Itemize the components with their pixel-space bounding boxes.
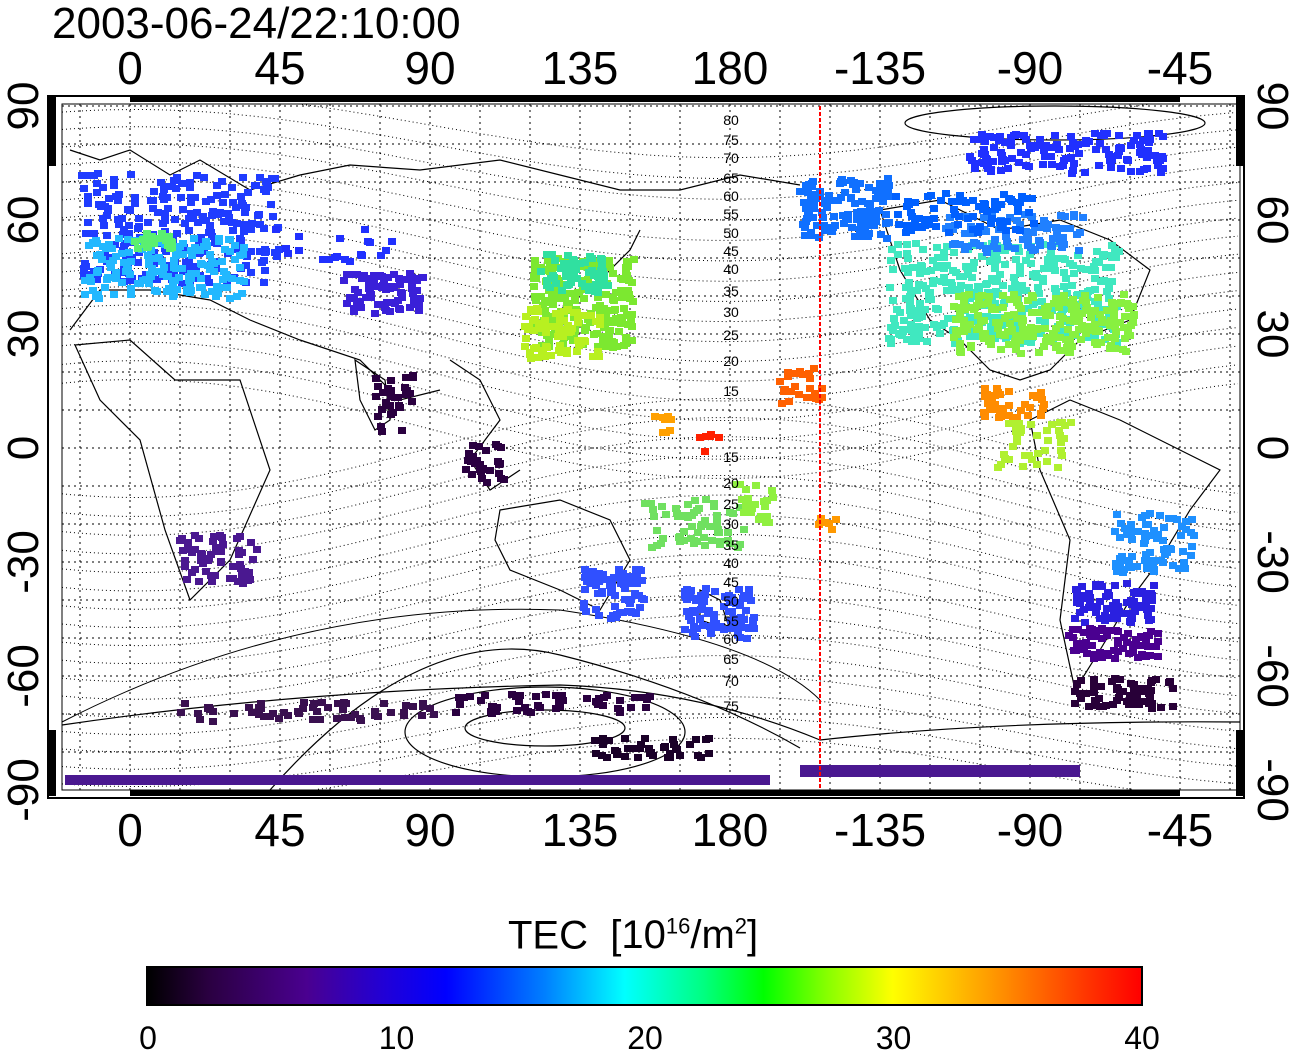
tec-map: 80 75 70 65 60 55 50 45 40 35 30 25 20 15 15 20 25 30 35 40… <box>0 42 1292 856</box>
lon-tick-label: 180 <box>692 804 769 856</box>
contour-label: 60 <box>723 631 739 647</box>
lon-tick-label: 135 <box>542 42 619 94</box>
colorbar-unit: [1016/m2] <box>610 913 759 958</box>
contour-label: 50 <box>723 225 739 241</box>
colorbar-tick-label: 10 <box>378 1020 415 1056</box>
lon-tick-label: -90 <box>997 42 1063 94</box>
colorbar-tick-label: 0 <box>139 1020 157 1056</box>
contour-label: 40 <box>723 555 739 571</box>
lat-tick-label: -90 <box>0 758 48 822</box>
lon-tick-label: 90 <box>404 804 455 856</box>
tec-data-cells <box>65 130 1198 785</box>
contour-label: 50 <box>723 593 739 609</box>
contour-labels: 80 75 70 65 60 55 50 45 40 35 30 25 20 15 15 20 25 30 35 40… <box>723 112 739 714</box>
lon-tick-label: -135 <box>834 804 926 856</box>
colorbar-tick-label: 40 <box>1124 1020 1160 1056</box>
magnetic-latitude-contours <box>61 103 1239 791</box>
contour-label: 80 <box>723 112 739 128</box>
contour-label: 35 <box>723 537 739 553</box>
lon-tick-label: 90 <box>404 42 455 94</box>
lon-tick-label: 0 <box>117 42 143 94</box>
lon-tick-label: 135 <box>542 804 619 856</box>
lat-tick-label: 60 <box>0 196 48 245</box>
lon-tick-label: -90 <box>997 804 1063 856</box>
lon-tick-label: 45 <box>254 804 305 856</box>
left-latitude-ticks: 90 60 30 0 -30 -60 -90 <box>0 82 48 822</box>
colorbar-tick-label: 30 <box>875 1020 912 1056</box>
lat-tick-label: 30 <box>1248 310 1292 359</box>
contour-label: 65 <box>723 651 739 667</box>
contour-label: 25 <box>723 327 739 343</box>
lat-tick-label: 90 <box>0 82 48 131</box>
right-latitude-ticks: 90 60 30 0 -30 -60 -90 <box>1248 82 1292 822</box>
contour-label: 35 <box>723 283 739 299</box>
colorbar-label: TEC <box>508 913 588 958</box>
contour-label: 20 <box>723 353 739 369</box>
contour-label: 30 <box>723 304 739 320</box>
contour-label: 15 <box>723 449 739 465</box>
contour-label: 75 <box>723 132 739 148</box>
lat-tick-label: 0 <box>1248 436 1292 460</box>
lat-tick-label: -60 <box>1248 644 1292 708</box>
lat-tick-label: 60 <box>1248 196 1292 245</box>
lat-tick-label: 90 <box>1248 82 1292 131</box>
lon-tick-label: 180 <box>692 42 769 94</box>
contour-label: 65 <box>723 170 739 186</box>
lon-tick-label: -45 <box>1147 804 1213 856</box>
contour-label: 55 <box>723 206 739 222</box>
colorbar-title: TEC [1016/m2] <box>508 905 758 957</box>
lon-tick-label: -45 <box>1147 42 1213 94</box>
lat-tick-label: 30 <box>0 310 48 359</box>
colorbar <box>146 966 1143 1006</box>
contour-label: 15 <box>723 383 739 399</box>
lat-tick-label: -90 <box>1248 758 1292 822</box>
lat-tick-label: -30 <box>1248 530 1292 594</box>
top-longitude-ticks: 0 45 90 135 180 -135 -90 -45 <box>117 42 1213 94</box>
map-title: 2003-06-24/22:10:00 <box>52 0 461 48</box>
contour-label: 45 <box>723 243 739 259</box>
contour-label: 70 <box>723 150 739 166</box>
lon-tick-label: 0 <box>117 804 143 856</box>
bottom-longitude-ticks: 0 45 90 135 180 -135 -90 -45 <box>117 804 1213 856</box>
contour-label: 75 <box>723 698 739 714</box>
contour-label: 25 <box>723 496 739 512</box>
contour-label: 55 <box>723 613 739 629</box>
lat-tick-label: 0 <box>0 436 48 460</box>
contour-label: 20 <box>723 475 739 491</box>
lon-tick-label: -135 <box>834 42 926 94</box>
contour-label: 40 <box>723 261 739 277</box>
lat-tick-label: -30 <box>0 530 48 594</box>
contour-label: 70 <box>723 673 739 689</box>
colorbar-tick-label: 20 <box>627 1020 663 1056</box>
lon-tick-label: 45 <box>254 42 305 94</box>
lat-tick-label: -60 <box>0 644 48 708</box>
contour-label: 30 <box>723 516 739 532</box>
contour-label: 60 <box>723 188 739 204</box>
contour-label: 45 <box>723 574 739 590</box>
